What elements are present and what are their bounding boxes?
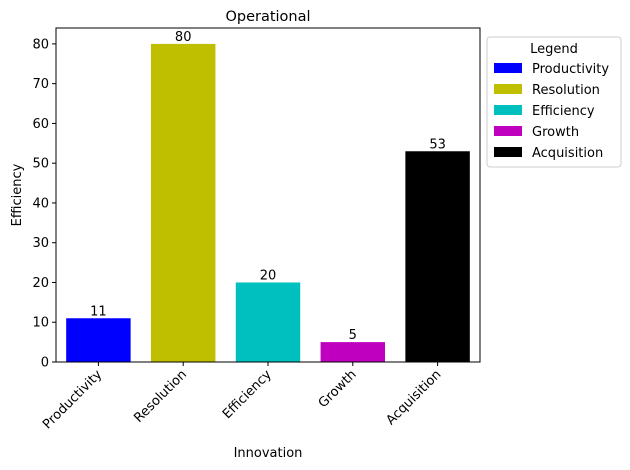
legend-swatch-acquisition <box>494 147 522 157</box>
y-tick-label: 80 <box>32 37 49 52</box>
x-tick-label: Efficiency <box>220 367 275 422</box>
y-tick-label: 20 <box>32 276 49 291</box>
plot-area: 11 80 20 5 53 <box>55 27 481 363</box>
data-label-efficiency: 20 <box>260 268 277 283</box>
legend: Legend Productivity Resolution Efficiency G… <box>486 36 622 168</box>
bar-resolution <box>150 43 216 363</box>
data-label-acquisition: 53 <box>429 137 446 152</box>
y-tick-label: 30 <box>32 236 49 251</box>
legend-swatch-growth <box>494 126 522 136</box>
bar-acquisition <box>405 151 470 362</box>
x-axis-label: Innovation <box>234 446 303 461</box>
bar-productivity <box>66 318 131 362</box>
y-axis-label: Efficiency <box>10 163 25 226</box>
bar-efficiency <box>235 282 301 362</box>
data-label-growth: 5 <box>349 328 357 343</box>
legend-label-resolution: Resolution <box>532 83 600 98</box>
y-tick-label: 10 <box>32 316 49 331</box>
y-tick-label: 40 <box>32 196 49 211</box>
legend-label-efficiency: Efficiency <box>532 104 595 119</box>
y-axis: 0 10 20 30 40 50 60 70 80 <box>32 37 56 371</box>
x-tick-label: Growth <box>316 367 360 411</box>
legend-label-acquisition: Acquisition <box>532 146 603 161</box>
legend-swatch-productivity <box>494 63 522 73</box>
x-tick-label: Productivity <box>40 367 105 432</box>
legend-label-growth: Growth <box>532 125 579 140</box>
data-label-productivity: 11 <box>90 304 107 319</box>
x-tick-label: Acquisition <box>383 367 444 428</box>
data-label-resolution: 80 <box>175 30 192 45</box>
legend-title: Legend <box>530 42 578 57</box>
chart-title: Operational <box>225 9 310 25</box>
y-tick-label: 70 <box>32 77 49 92</box>
legend-label-productivity: Productivity <box>532 62 609 77</box>
bar-growth <box>320 342 386 362</box>
y-tick-label: 50 <box>32 157 49 172</box>
x-tick-label: Resolution <box>131 367 190 426</box>
legend-swatch-resolution <box>494 84 522 94</box>
x-axis: Productivity Resolution Efficiency Growth Ac… <box>40 362 444 432</box>
y-tick-label: 60 <box>32 117 49 132</box>
y-tick-label: 0 <box>41 356 49 371</box>
legend-swatch-efficiency <box>494 105 522 115</box>
